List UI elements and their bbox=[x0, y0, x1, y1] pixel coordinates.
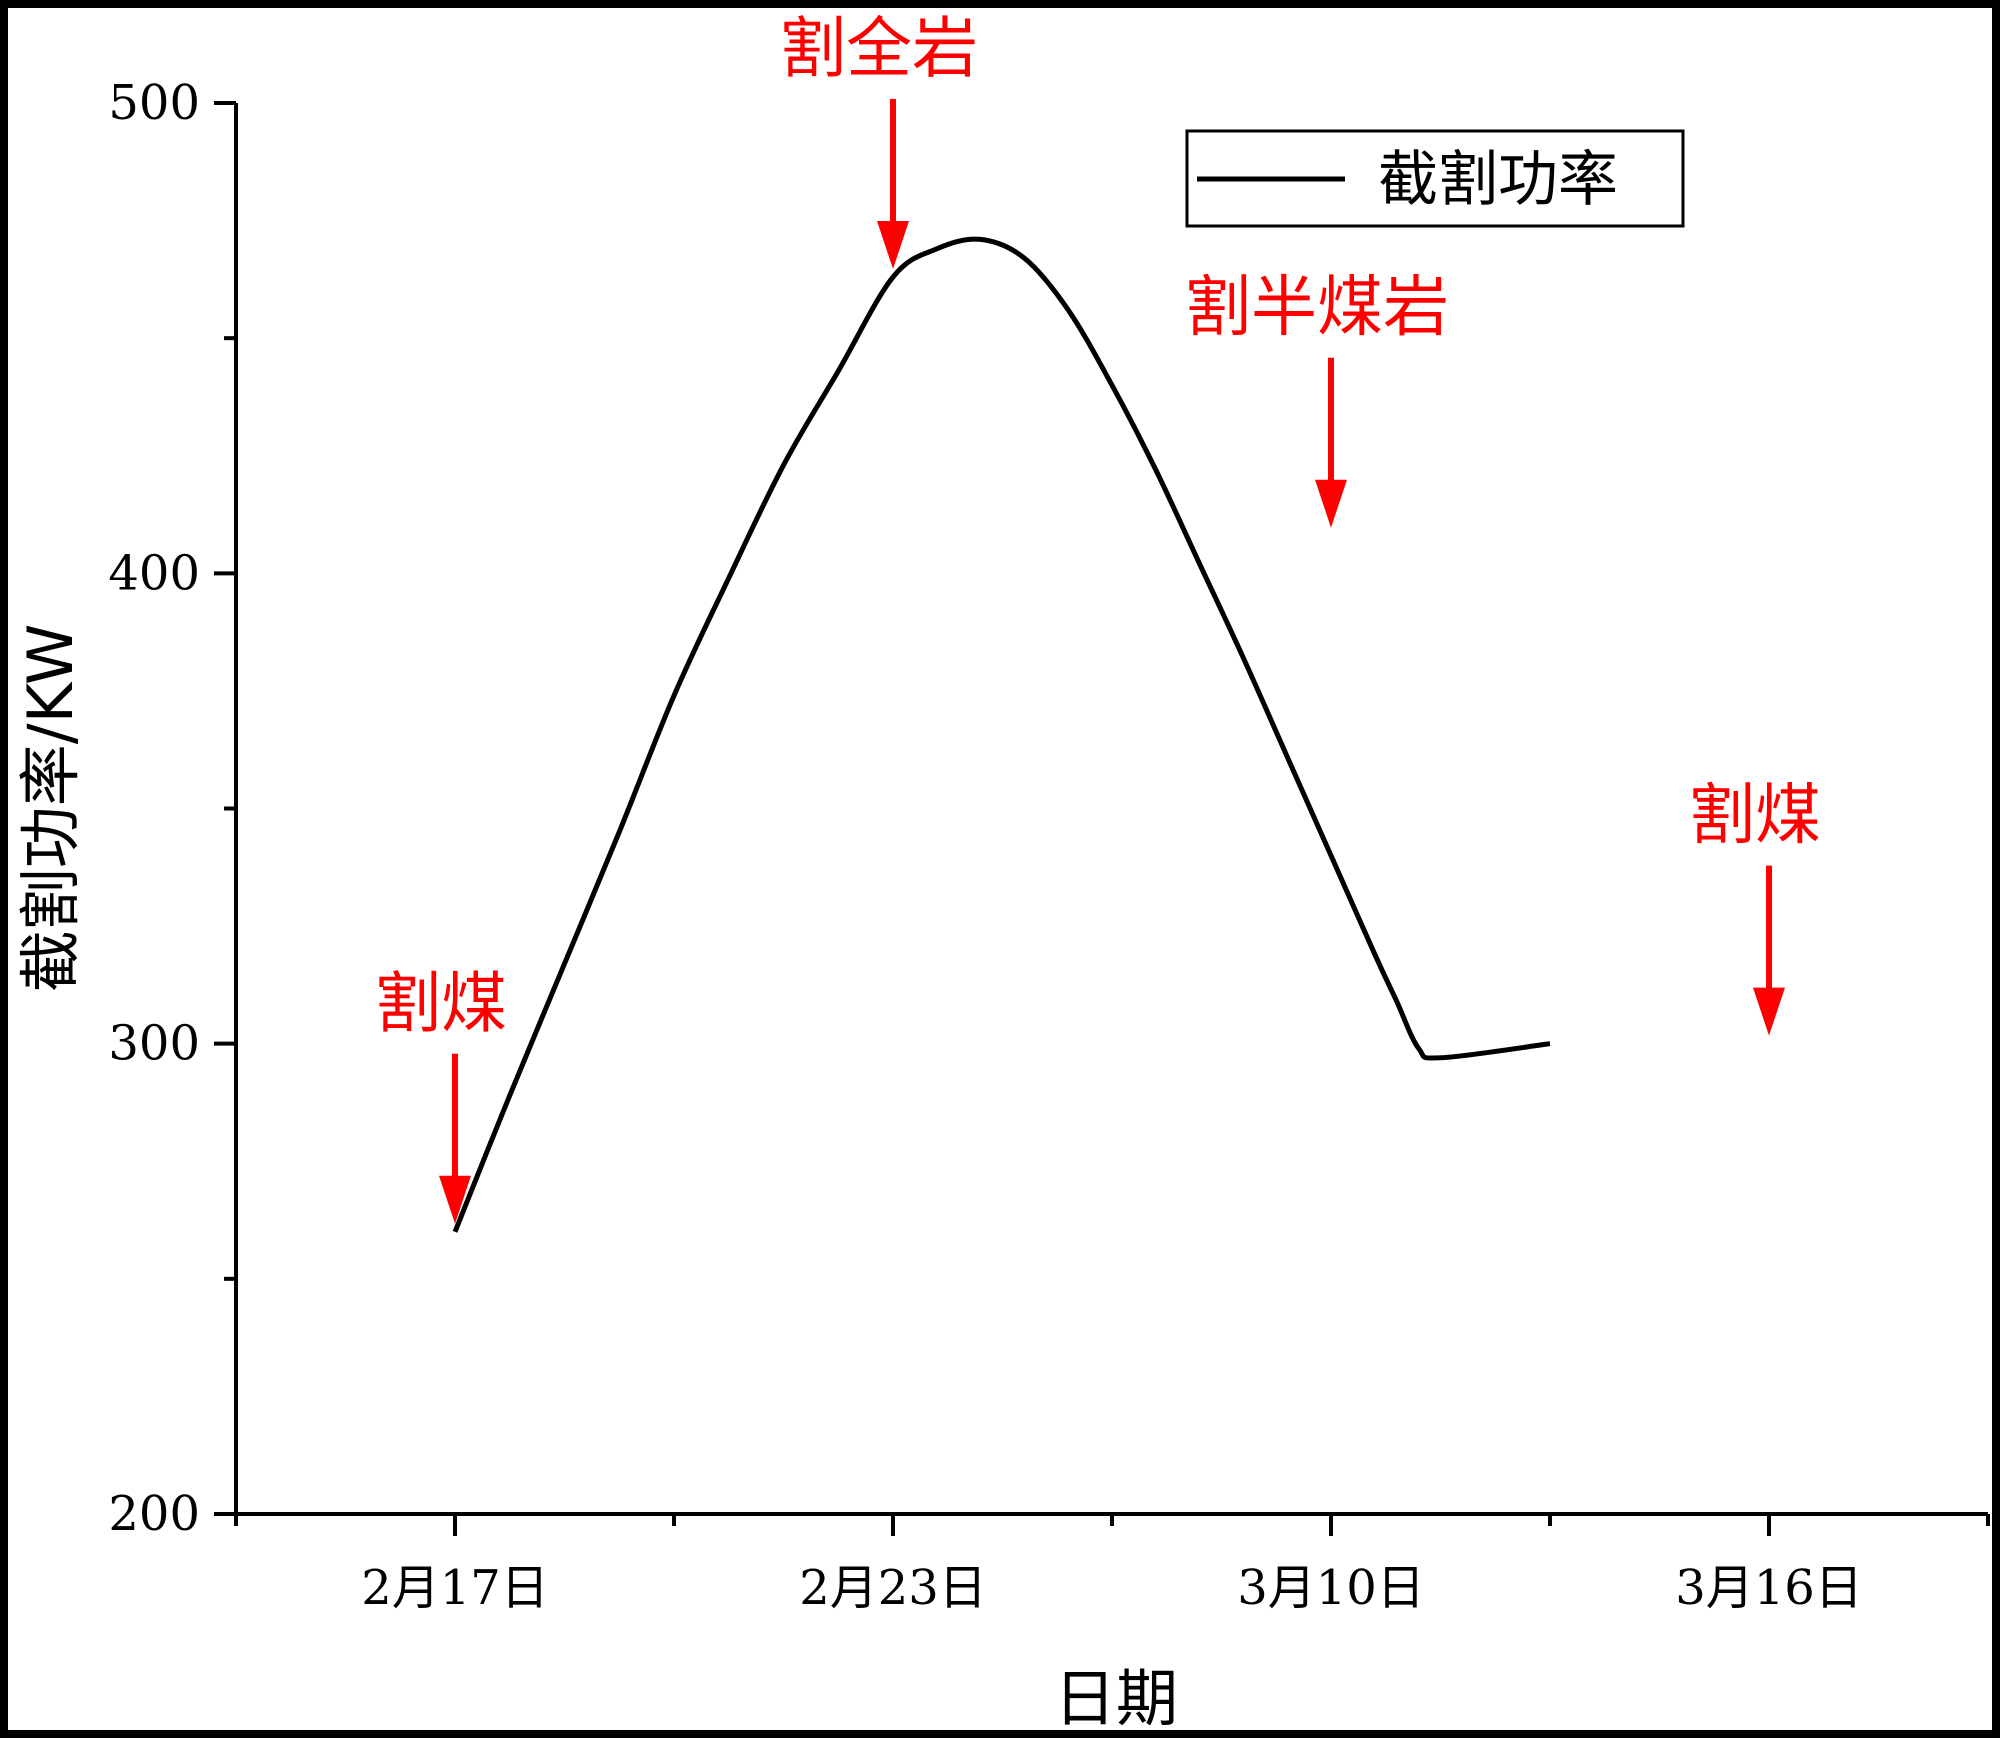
x-tick-label: 3月10日 bbox=[1237, 1560, 1425, 1616]
legend: 截割功率 bbox=[1185, 129, 1685, 228]
legend-label: 截割功率 bbox=[1378, 145, 1618, 215]
series-line-cutting-power bbox=[452, 236, 1551, 1233]
annotation-label: 割半煤岩 bbox=[1185, 269, 1449, 346]
x-ticks: 2月17日 2月23日 3月10日 3月16日 bbox=[234, 1514, 1990, 1616]
y-axis-title: 截割功率/KW bbox=[14, 624, 87, 993]
annotation-arrow-head bbox=[439, 1175, 471, 1224]
annotation-label: 割全岩 bbox=[780, 10, 978, 87]
annotation-arrow-head bbox=[1315, 479, 1347, 528]
x-axis-title: 日期 bbox=[1054, 1662, 1178, 1735]
annotation-label: 割煤 bbox=[375, 965, 507, 1042]
y-tick-label: 400 bbox=[108, 545, 200, 601]
y-tick-label: 200 bbox=[108, 1486, 200, 1542]
x-tick-label: 2月17日 bbox=[361, 1560, 549, 1616]
y-ticks: 200 300 400 500 bbox=[108, 75, 236, 1542]
annotation-arrow-head bbox=[1753, 987, 1785, 1036]
y-tick-label: 300 bbox=[108, 1016, 200, 1072]
annotation-arrow-head bbox=[877, 221, 909, 270]
x-tick-label: 2月23日 bbox=[799, 1560, 987, 1616]
x-tick-label: 3月16日 bbox=[1675, 1560, 1863, 1616]
annotation-label: 割煤 bbox=[1689, 777, 1821, 854]
y-tick-label: 500 bbox=[108, 75, 200, 131]
